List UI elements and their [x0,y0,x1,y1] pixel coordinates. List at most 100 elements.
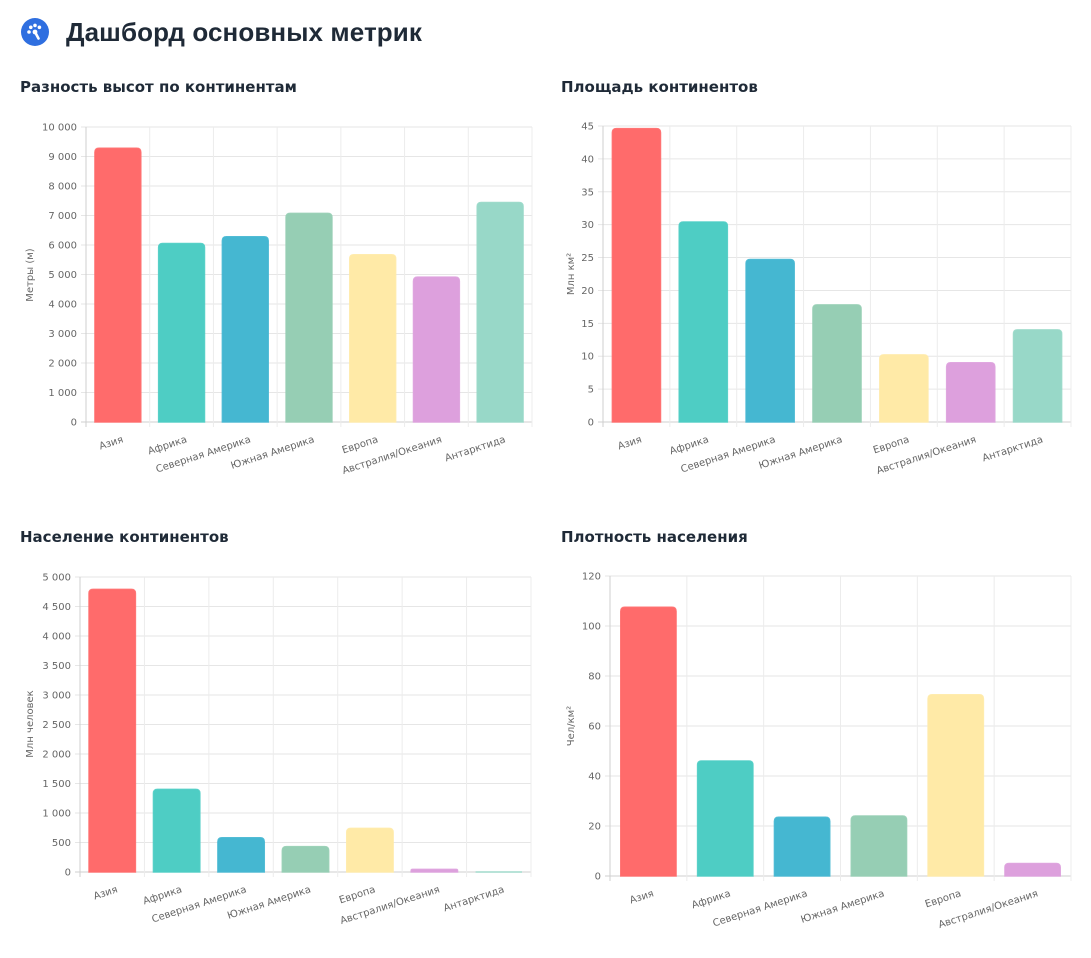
bar-африка[interactable] [696,760,754,877]
y-tick-label: 500 [52,838,71,849]
y-tick-label: 2 000 [48,359,77,370]
bar-европа[interactable] [879,354,929,423]
bar-австралия-океания[interactable] [412,276,461,423]
bar-африка[interactable] [152,788,201,873]
y-tick-label: 10 [581,352,594,363]
y-tick-label: 60 [588,722,601,733]
bar-северная-америка[interactable] [745,258,795,423]
y-tick-label: 1 000 [48,388,77,399]
bar-северная-америка[interactable] [773,816,831,877]
y-tick-label: 3 500 [42,661,71,672]
x-tick-label: Азия [616,434,643,452]
y-tick-label: 0 [588,418,594,429]
y-tick-label: 0 [71,418,77,429]
bar-африка[interactable] [678,221,729,423]
bar-chart-population: 0 500 1 000 1 500 2 000 2 500 3 000 3 500 4 000 4… [25,573,532,927]
chart-title: Разность высот по континентам [20,78,297,96]
page-title: Дашборд основных метрик [66,16,422,47]
y-tick-label: 20 [581,286,594,297]
chart-title: Население континентов [20,528,229,546]
x-tick-label: Африка [690,888,732,911]
chart-title: Площадь континентов [561,78,758,96]
y-tick-label: 3 000 [48,329,77,340]
bar-азия[interactable] [88,588,137,873]
x-tick-label: Европа [872,434,911,456]
y-tick-label: 3 000 [42,691,71,702]
bar-азия[interactable] [94,147,142,423]
dashboard-header: Дашборд основных метрик [20,14,422,50]
y-tick-label: 0 [595,872,601,883]
y-tick-label: 2 000 [42,750,71,761]
y-tick-label: 40 [581,154,594,165]
x-tick-label: Африка [147,434,189,457]
x-tick-label: Азия [628,888,655,906]
y-tick-label: 9 000 [48,152,77,163]
y-tick-label: 4 500 [42,602,71,613]
y-tick-label: 5 000 [48,270,77,281]
x-tick-label: Европа [341,434,380,456]
y-tick-label: 40 [588,772,601,783]
y-tick-label: 0 [65,868,71,879]
bar-chart-height-difference: 0 1 000 2 000 3 000 4 000 5 000 6 000 7 000 8 00… [25,123,533,477]
y-tick-label: 10 000 [42,123,77,134]
bar-африка[interactable] [157,242,206,423]
y-tick-label: 45 [581,122,594,133]
y-tick-label: 15 [581,319,594,330]
x-tick-label: Антарктида [444,434,507,464]
y-tick-label: 100 [582,622,601,633]
bar-северная-америка[interactable] [217,837,266,873]
x-tick-label: Азия [98,434,125,452]
bar-азия[interactable] [611,127,662,423]
bar-австралия-океания[interactable] [410,868,459,873]
y-tick-label: 120 [582,572,601,583]
y-tick-label: 4 000 [42,632,71,643]
x-tick-label: Южная Америка [799,888,885,925]
x-tick-label: Европа [338,884,377,906]
chart-panel-height-difference: Разность высот по континентам 0 1 000 2 00… [20,78,550,478]
bar-азия[interactable] [620,606,677,877]
y-tick-label: 5 [588,385,594,396]
x-tick-label: Африка [668,434,710,457]
bar-южная-америка[interactable] [281,845,330,873]
bar-антарктида[interactable] [476,201,524,423]
bar-южная-америка[interactable] [850,815,908,877]
chart-panel-population-density: Плотность населения 0 20 40 60 80 100 120 Азия А… [561,528,1091,931]
y-tick-label: 7 000 [48,211,77,222]
bar-южная-америка[interactable] [812,304,862,423]
bar-южная-америка[interactable] [285,212,333,423]
bar-северная-америка[interactable] [221,235,269,423]
x-tick-label: Антарктида [442,884,505,914]
y-tick-label: 5 000 [42,573,71,584]
y-tick-label: 80 [588,672,601,683]
y-tick-label: 1 500 [42,779,71,790]
x-tick-label: Европа [924,888,963,910]
y-tick-label: 8 000 [48,182,77,193]
bar-европа[interactable] [349,253,397,423]
y-axis-label: Млн км² [566,253,577,295]
y-tick-label: 2 500 [42,720,71,731]
y-tick-label: 20 [588,822,601,833]
chart-panel-population: Население континентов 0 500 1 000 1 500 2 00… [20,528,550,928]
y-tick-label: 35 [581,187,594,198]
chart-panel-continent-area: Площадь континентов 0 5 10 15 20 25 30 35 40 45 Аз… [561,78,1091,478]
x-tick-label: Азия [92,884,119,902]
x-tick-label: Антарктида [981,434,1044,464]
y-tick-label: 4 000 [48,300,77,311]
y-tick-label: 30 [581,220,594,231]
y-axis-label: Млн человек [25,690,36,757]
bar-австралия-океания[interactable] [945,362,996,423]
bar-европа[interactable] [927,694,985,877]
bar-европа[interactable] [345,827,394,873]
y-axis-label: Метры (м) [25,248,36,301]
bar-антарктида[interactable] [1012,329,1063,423]
bar-австралия-океания[interactable] [1004,862,1061,877]
y-axis-label: Чел/км² [566,706,577,746]
y-tick-label: 1 000 [42,809,71,820]
y-tick-label: 6 000 [48,241,77,252]
chart-title: Плотность населения [561,528,748,546]
x-tick-label: Африка [142,884,184,907]
dashboard-icon [21,18,49,46]
y-tick-label: 25 [581,253,594,264]
